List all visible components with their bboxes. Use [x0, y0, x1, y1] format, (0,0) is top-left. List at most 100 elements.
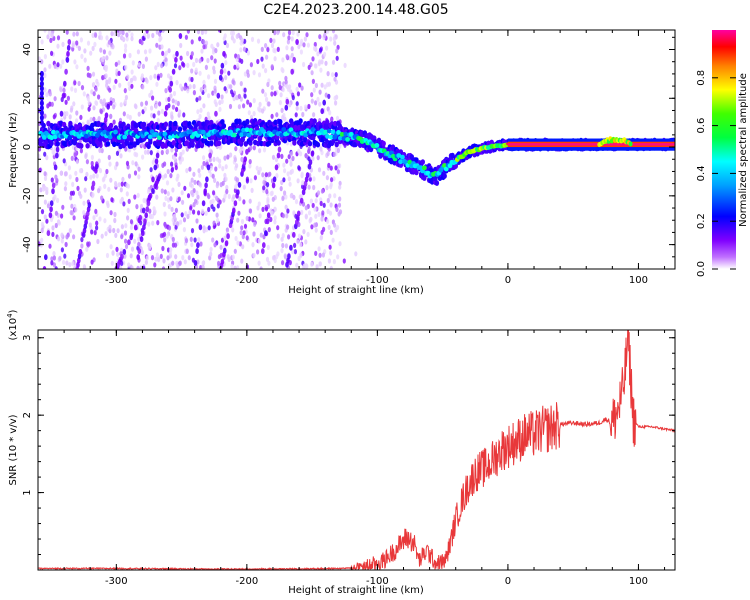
noise-speck — [119, 30, 123, 35]
noise-speck — [108, 77, 112, 83]
noise-speck — [73, 80, 77, 86]
noise-speck — [294, 199, 299, 205]
noise-speck — [288, 181, 292, 187]
noise-speck — [302, 61, 306, 68]
noise-speck — [161, 245, 165, 252]
noise-speck — [183, 259, 187, 265]
noise-speck — [69, 190, 73, 196]
noise-speck — [163, 237, 167, 243]
noise-speck — [46, 203, 51, 209]
noise-speck — [51, 231, 55, 237]
noise-speck — [281, 57, 285, 63]
noise-speck — [41, 186, 46, 192]
streak-speck — [262, 242, 266, 249]
noise-speck — [130, 32, 134, 38]
noise-speck — [70, 210, 74, 216]
streak-speck — [222, 50, 226, 57]
streak-speck — [243, 156, 247, 163]
noise-speck — [258, 166, 262, 172]
noise-speck — [313, 63, 317, 69]
streak-speck — [87, 202, 92, 208]
noise-speck — [279, 92, 283, 98]
noise-speck — [103, 218, 107, 224]
noise-speck — [338, 143, 342, 149]
noise-speck — [204, 210, 208, 216]
streak-speck — [171, 68, 176, 75]
noise-speck — [199, 265, 203, 269]
noise-speck — [131, 160, 135, 166]
streak-speck — [308, 159, 313, 166]
noise-speck — [135, 204, 139, 210]
noise-speck — [108, 87, 112, 93]
ridge-halo — [292, 140, 297, 146]
noise-speck — [161, 30, 165, 33]
noise-speck — [332, 259, 336, 265]
edge-speck — [39, 109, 44, 116]
noise-speck — [53, 63, 57, 69]
noise-speck — [169, 93, 173, 99]
noise-speck — [245, 215, 249, 221]
noise-speck — [40, 221, 45, 227]
noise-speck — [174, 254, 178, 260]
noise-speck — [206, 111, 210, 117]
noise-speck — [53, 194, 57, 200]
noise-speck — [91, 71, 96, 77]
noise-speck — [181, 255, 185, 261]
noise-speck — [314, 82, 318, 89]
streak-speck — [193, 260, 198, 266]
streak-speck — [295, 39, 299, 45]
noise-speck — [128, 52, 132, 59]
noise-speck — [226, 154, 230, 160]
noise-speck — [185, 168, 189, 174]
noise-speck — [318, 89, 322, 95]
streak-speck — [104, 112, 109, 119]
noise-speck — [236, 217, 240, 223]
noise-speck — [54, 210, 59, 216]
noise-speck — [189, 182, 193, 188]
noise-speck — [67, 165, 71, 171]
noise-speck — [275, 112, 279, 118]
ridge-core — [339, 132, 345, 137]
noise-speck — [148, 92, 152, 98]
noise-speck — [157, 257, 161, 263]
streak-speck — [322, 99, 327, 106]
noise-speck — [172, 214, 176, 220]
noise-speck — [232, 194, 236, 200]
noise-speck — [72, 101, 76, 107]
noise-speck — [52, 262, 57, 268]
ridge-flat-peak — [507, 143, 675, 146]
streak-speck — [64, 68, 68, 75]
ridge-core — [246, 132, 252, 138]
noise-speck — [242, 230, 246, 236]
noise-speck — [304, 205, 308, 211]
noise-speck — [192, 209, 196, 215]
noise-speck — [125, 160, 130, 166]
noise-speck — [180, 212, 184, 218]
noise-speck — [98, 30, 102, 36]
noise-speck — [329, 265, 333, 269]
noise-speck — [116, 228, 120, 234]
noise-speck — [320, 216, 324, 222]
noise-speck — [187, 255, 191, 261]
noise-speck — [258, 101, 262, 107]
bot-y-tick-label: 2 — [22, 412, 33, 418]
noise-speck — [94, 100, 98, 106]
noise-speck — [178, 159, 183, 165]
noise-speck — [296, 239, 300, 245]
noise-speck — [291, 30, 295, 36]
ridge-core — [83, 133, 89, 139]
ridge-core — [341, 136, 347, 141]
noise-speck — [306, 42, 310, 48]
noise-speck — [210, 55, 214, 61]
noise-speck — [147, 245, 151, 251]
noise-speck — [80, 243, 84, 249]
noise-speck — [159, 253, 163, 259]
noise-speck — [243, 223, 248, 229]
ridge-halo — [368, 146, 374, 153]
noise-speck — [240, 37, 244, 43]
noise-speck — [207, 225, 211, 231]
noise-speck — [332, 36, 336, 42]
noise-speck — [202, 160, 206, 167]
noise-speck — [261, 172, 265, 178]
noise-speck — [179, 55, 183, 61]
